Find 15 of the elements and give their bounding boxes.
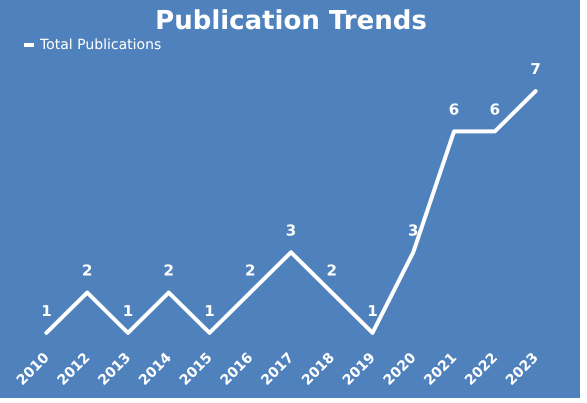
data-label: 2 [82, 262, 92, 280]
data-label: 7 [530, 60, 541, 78]
data-label: 1 [41, 302, 52, 320]
chart-title: Publication Trends [155, 6, 427, 36]
data-label: 1 [204, 302, 215, 320]
data-label: 6 [448, 100, 460, 118]
data-label: 3 [286, 221, 296, 240]
data-label: 1 [367, 302, 378, 320]
legend-label: Total Publications [39, 37, 162, 53]
data-label: 2 [164, 262, 174, 280]
data-label: 2 [326, 262, 337, 280]
data-label: 3 [408, 221, 418, 240]
data-label: 1 [122, 302, 134, 320]
data-label: 2 [245, 262, 256, 280]
data-label: 6 [490, 100, 500, 118]
